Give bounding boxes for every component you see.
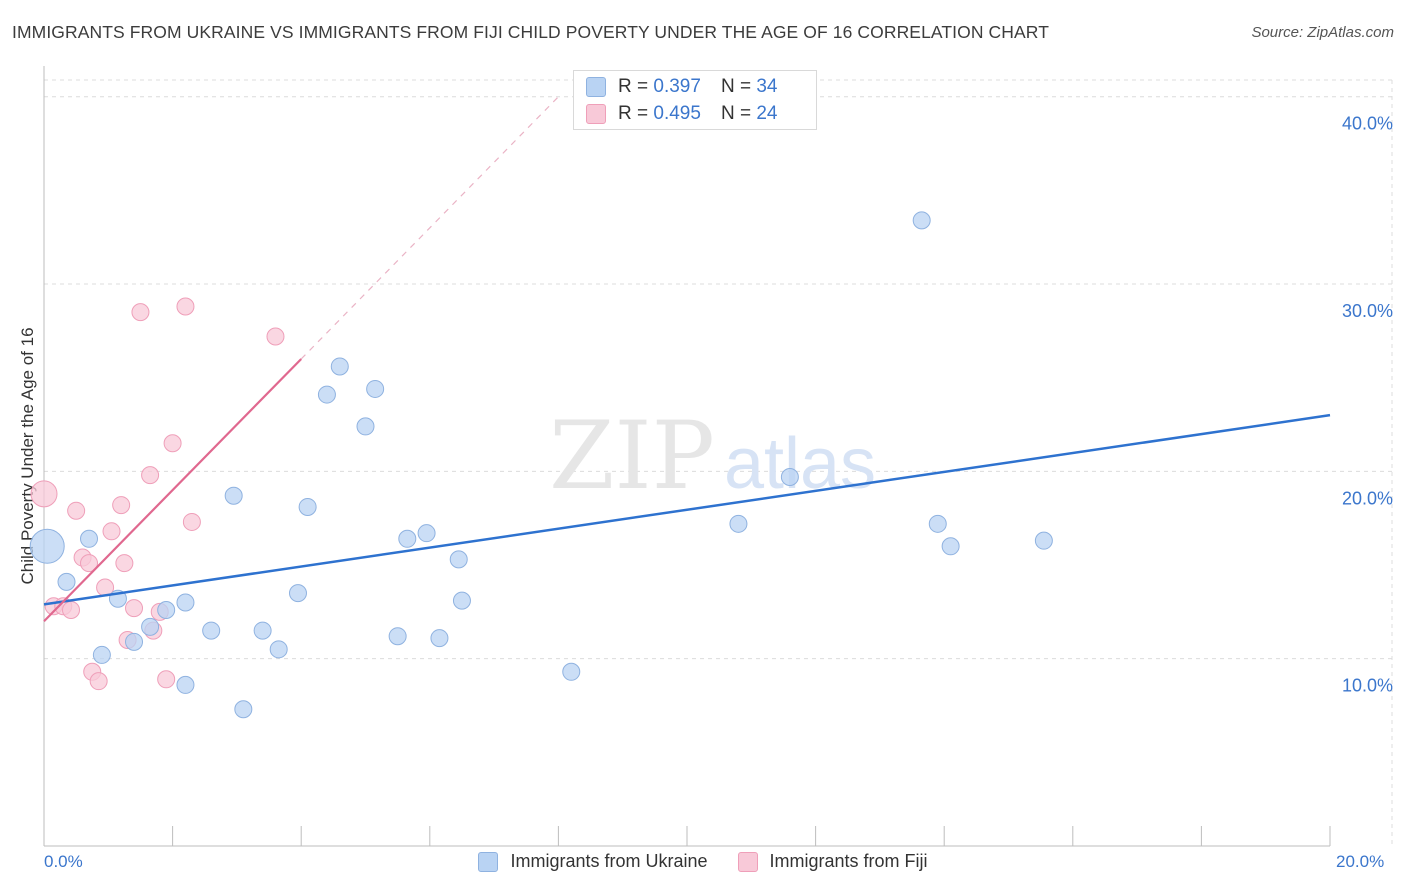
ukraine-swatch [586,77,606,97]
ukraine-point [356,417,375,436]
x-tick-label-max: 20.0% [1336,852,1385,871]
series-legend: Immigrants from Ukraine Immigrants from … [0,851,1406,872]
fiji-point [115,554,134,573]
fiji-point [163,434,182,453]
legend-row-ukraine: R = 0.397 N = 34 [586,74,777,100]
axes [43,66,1331,847]
ukraine-point [298,497,317,516]
watermark-zip: ZIP [549,402,715,511]
r-value-ukraine: 0.397 [653,76,701,97]
y-tick-label: 10.0% [1342,676,1393,696]
fiji-trend-extrapolation [300,96,559,360]
ukraine-point [176,593,195,612]
ukraine-point [912,211,931,230]
x-tick-label-min: 0.0% [44,852,83,871]
ukraine-point [366,379,385,398]
fiji-point [62,600,81,619]
trend-lines [43,96,1331,622]
r-label: R = [618,76,649,97]
legend-item-ukraine[interactable]: Immigrants from Ukraine [478,851,708,872]
y-tick-labels: 10.0% 20.0% 30.0% 40.0% [1342,114,1393,696]
ukraine-point [729,514,748,533]
series-ukraine-points [29,211,1053,719]
fiji-swatch [586,104,606,124]
ukraine-point [202,621,221,640]
ukraine-point [234,700,253,719]
ukraine-point [562,662,581,681]
n-label: N = [720,103,752,124]
ukraine-point [253,621,272,640]
ukraine-point [417,524,436,543]
fiji-point [176,297,195,316]
fiji-point [67,501,86,520]
ukraine-legend-swatch [478,851,499,872]
legend-row-fiji: R = 0.495 N = 24 [586,101,777,127]
grid [44,79,1393,846]
fiji-point [80,554,99,573]
ukraine-point [269,640,288,659]
fiji-point [89,672,108,691]
ukraine-point [398,529,417,548]
ukraine-trend-line [43,413,1331,606]
n-label: N = [720,76,752,97]
fiji-point [102,522,121,541]
fiji-point [125,599,144,618]
series-fiji-points [30,297,285,691]
ukraine-point [1034,531,1053,550]
fiji-point [157,670,176,689]
y-tick-label: 30.0% [1342,301,1393,321]
fiji-point [131,303,150,322]
ukraine-point [29,528,65,564]
fiji-point [112,496,131,515]
ukraine-point [452,591,471,610]
ukraine-point [430,629,449,648]
ukraine-point [125,632,144,651]
fiji-point [266,327,285,346]
ukraine-point [141,617,160,636]
source-credit: Source: ZipAtlas.com [1251,24,1394,41]
r-value-fiji: 0.495 [653,103,701,124]
ukraine-point [388,627,407,646]
ukraine-point [449,550,468,569]
legend-label-ukraine: Immigrants from Ukraine [510,851,708,871]
ukraine-point [224,486,243,505]
ukraine-point [92,645,111,664]
ukraine-point [157,600,176,619]
chart-title: IMMIGRANTS FROM UKRAINE VS IMMIGRANTS FR… [12,22,1050,42]
fiji-point [182,512,201,531]
watermark-atlas: atlas [724,424,876,504]
n-value-fiji: 24 [756,103,778,124]
fiji-legend-swatch [737,851,758,872]
ukraine-point [941,537,960,556]
ukraine-point [80,529,99,548]
n-value-ukraine: 34 [756,76,778,97]
ukraine-point [928,514,947,533]
correlation-legend: R = 0.397 N = 34 R = 0.495 N = 24 [573,70,817,130]
ukraine-point [330,357,349,376]
fiji-trend-line [43,358,302,622]
ukraine-point [317,385,336,404]
ukraine-point [176,675,195,694]
legend-label-fiji: Immigrants from Fiji [769,851,928,871]
y-tick-label: 20.0% [1342,488,1393,508]
fiji-point [141,466,160,485]
legend-item-fiji[interactable]: Immigrants from Fiji [737,851,928,872]
r-label: R = [618,103,649,124]
fiji-point [30,480,58,508]
ukraine-point [57,572,76,591]
ukraine-point [780,467,799,486]
y-tick-label: 40.0% [1342,114,1393,134]
ukraine-point [288,584,307,603]
